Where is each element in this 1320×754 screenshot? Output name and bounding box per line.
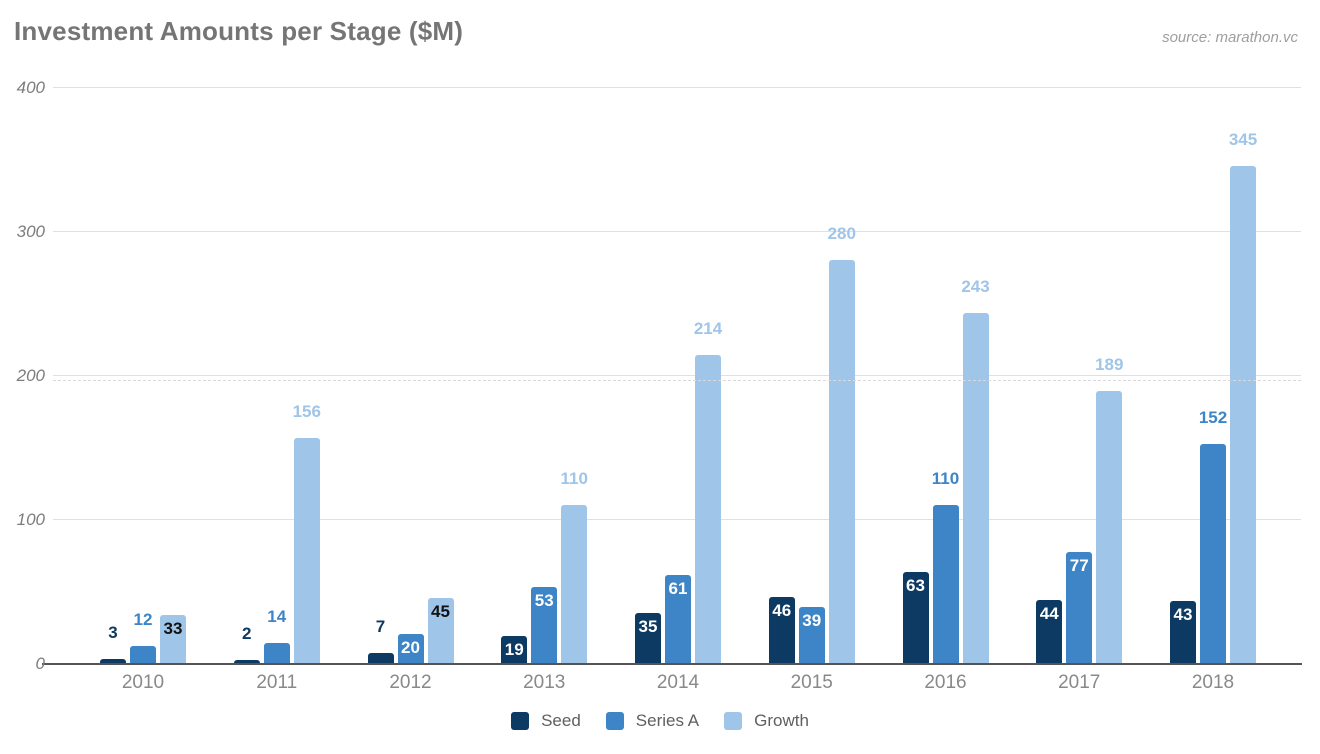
- legend-label: Series A: [635, 711, 700, 730]
- dashed-gridline: [53, 380, 1301, 381]
- value-label-series-a-2017: 77: [1069, 556, 1089, 576]
- bar-seed-2016: [902, 572, 929, 663]
- value-label-growth-2018: 345: [1228, 130, 1258, 150]
- bar-seed-2011: [233, 660, 260, 663]
- bar-seed-2014: [635, 612, 661, 663]
- value-label-seed-2015: 46: [772, 600, 792, 620]
- bar-series-a-2016: [932, 504, 959, 663]
- y-tick-label-100: 100: [16, 510, 45, 529]
- bar-growth-2015: [828, 259, 855, 663]
- chart-title: Investment Amounts per Stage ($M): [14, 16, 464, 46]
- value-label-growth-2015: 280: [827, 223, 856, 243]
- legend-item-series-a: Series A: [605, 711, 700, 731]
- bar-seed-2013: [501, 635, 528, 663]
- x-tick-label-2014: 2014: [656, 672, 700, 693]
- x-tick-label-2010: 2010: [121, 672, 165, 693]
- y-tick-label-200: 200: [16, 366, 45, 385]
- bar-series-a-2010: [130, 645, 156, 663]
- legend-swatch-icon: [605, 712, 624, 730]
- x-tick-label-2011: 2011: [256, 672, 298, 693]
- bar-seed-2012: [367, 652, 394, 663]
- value-label-growth-2014: 214: [693, 318, 723, 338]
- bar-growth-2011: [293, 438, 320, 663]
- value-label-growth-2011: 156: [292, 402, 321, 422]
- bar-growth-2013: [561, 504, 588, 663]
- value-label-seed-2012: 7: [375, 616, 386, 636]
- bar-series-a-2013: [531, 586, 558, 663]
- value-label-growth-2016: 243: [961, 277, 990, 297]
- x-tick-label-2012: 2012: [389, 672, 432, 693]
- value-label-series-a-2016: 110: [931, 468, 960, 488]
- bar-series-a-2017: [1066, 552, 1093, 663]
- x-tick-label-2017: 2017: [1058, 672, 1101, 693]
- y-tick-label-0: 0: [35, 654, 45, 673]
- bar-seed-2017: [1036, 599, 1063, 663]
- x-tick-label-2016: 2016: [924, 672, 967, 693]
- x-tick-label-2013: 2013: [523, 672, 566, 693]
- value-label-seed-2011: 2: [242, 624, 252, 644]
- bar-growth-2010: [160, 615, 186, 663]
- value-label-growth-2017: 189: [1095, 354, 1124, 374]
- bar-growth-2012: [427, 598, 454, 663]
- bar-seed-2018: [1170, 601, 1196, 663]
- legend-item-growth: Growth: [724, 711, 809, 731]
- value-label-series-a-2018: 152: [1198, 408, 1228, 428]
- legend-label: Growth: [754, 711, 809, 730]
- bar-series-a-2012: [397, 634, 424, 663]
- value-label-series-a-2013: 53: [534, 590, 554, 610]
- x-tick-label-2015: 2015: [790, 672, 833, 693]
- value-label-series-a-2011: 14: [267, 606, 287, 626]
- bar-seed-2010: [100, 658, 126, 663]
- bar-series-a-2014: [665, 575, 691, 663]
- bar-series-a-2011: [263, 642, 290, 663]
- bar-growth-2016: [962, 313, 989, 663]
- gridline-200: [53, 375, 1301, 376]
- value-label-growth-2010: 33: [163, 619, 183, 639]
- gridline-400: [53, 87, 1301, 88]
- x-tick-label-2018: 2018: [1191, 672, 1235, 693]
- legend-swatch-icon: [724, 712, 743, 730]
- value-label-series-a-2014: 61: [668, 579, 688, 599]
- value-label-seed-2018: 43: [1173, 605, 1193, 625]
- gridline-300: [53, 231, 1301, 232]
- value-label-seed-2014: 35: [638, 616, 658, 636]
- chart-source-note: source: marathon.vc: [1162, 29, 1298, 46]
- value-label-series-a-2015: 39: [802, 610, 822, 630]
- gridline-100: [53, 519, 1301, 520]
- bar-series-a-2018: [1200, 444, 1226, 663]
- value-label-growth-2012: 45: [431, 602, 450, 622]
- y-tick-label-300: 300: [16, 222, 45, 241]
- bar-growth-2018: [1230, 166, 1256, 663]
- legend-swatch-icon: [511, 712, 530, 730]
- x-axis-line: [42, 663, 1302, 665]
- value-label-seed-2010: 3: [108, 622, 118, 642]
- chart-legend: Seed Series A Growth: [0, 711, 1320, 731]
- legend-item-seed: Seed: [511, 711, 581, 731]
- legend-label: Seed: [541, 711, 581, 730]
- value-label-seed-2016: 63: [906, 576, 925, 596]
- bar-seed-2015: [768, 596, 795, 663]
- bar-growth-2014: [695, 354, 721, 663]
- bar-growth-2017: [1096, 390, 1123, 663]
- value-label-seed-2017: 44: [1039, 603, 1059, 623]
- value-label-seed-2013: 19: [504, 639, 524, 659]
- y-tick-label-400: 400: [16, 78, 45, 97]
- value-label-growth-2013: 110: [560, 468, 588, 488]
- value-label-series-a-2010: 12: [133, 609, 153, 629]
- value-label-series-a-2012: 20: [401, 638, 420, 658]
- bar-series-a-2015: [798, 606, 825, 663]
